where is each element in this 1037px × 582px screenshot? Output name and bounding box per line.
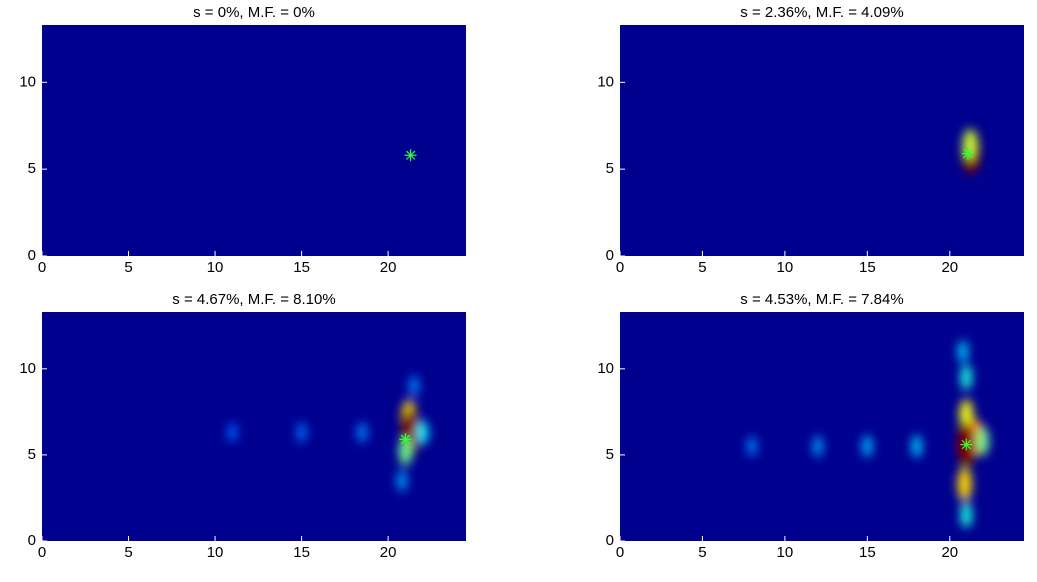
x-tick-label: 0 bbox=[616, 259, 624, 276]
hotspot bbox=[813, 435, 823, 457]
hotspot bbox=[227, 422, 238, 443]
plot-area bbox=[42, 312, 466, 541]
hotspot bbox=[911, 434, 922, 458]
hotspot bbox=[957, 340, 969, 363]
hotspot bbox=[960, 502, 972, 528]
panel: s = 2.36%, M.F. = 4.09% 0 5 10 15 20 0 5 10 bbox=[597, 4, 1024, 276]
hotspot bbox=[747, 436, 757, 457]
hotspot bbox=[357, 422, 368, 443]
y-tick-label: 0 bbox=[606, 247, 614, 264]
x-tick-label: 0 bbox=[38, 259, 46, 276]
plot-area bbox=[620, 25, 1024, 256]
hotspot bbox=[399, 437, 412, 466]
panel-title: s = 4.67%, M.F. = 8.10% bbox=[172, 291, 335, 308]
hotspot bbox=[396, 470, 408, 492]
x-tick-label: 5 bbox=[698, 544, 706, 561]
plot-area bbox=[42, 25, 466, 256]
x-tick-label: 0 bbox=[616, 544, 624, 561]
hotspot bbox=[862, 435, 873, 458]
marker bbox=[960, 438, 973, 451]
x-tick-label: 15 bbox=[293, 259, 310, 276]
x-tick-label: 10 bbox=[777, 259, 794, 276]
panel-title: s = 2.36%, M.F. = 4.09% bbox=[740, 4, 903, 21]
panel: s = 4.53%, M.F. = 7.84% 0 5 10 15 20 0 5 10 bbox=[597, 291, 1024, 561]
marker bbox=[961, 147, 974, 160]
panel-title: s = 0%, M.F. = 0% bbox=[193, 4, 315, 21]
x-tick-label: 5 bbox=[698, 259, 706, 276]
x-tick-label: 20 bbox=[941, 544, 958, 561]
hotspot bbox=[417, 420, 429, 445]
panel-title: s = 4.53%, M.F. = 7.84% bbox=[740, 291, 903, 308]
x-tick-label: 5 bbox=[124, 544, 132, 561]
marker bbox=[404, 149, 417, 162]
hotspot bbox=[409, 375, 420, 397]
x-tick-label: 20 bbox=[941, 259, 958, 276]
y-tick-label: 10 bbox=[597, 73, 614, 90]
x-tick-label: 20 bbox=[380, 544, 397, 561]
hotspot bbox=[959, 399, 974, 432]
y-tick-label: 10 bbox=[597, 360, 614, 377]
y-tick-label: 0 bbox=[28, 247, 36, 264]
hotspots bbox=[227, 375, 429, 492]
panel: s = 0%, M.F. = 0% 0 5 10 15 20 0 5 10 bbox=[19, 4, 466, 276]
x-tick-label: 15 bbox=[859, 544, 876, 561]
y-tick-label: 0 bbox=[606, 532, 614, 549]
panel: s = 4.67%, M.F. = 8.10% 0 5 10 15 20 0 5 10 bbox=[19, 291, 466, 561]
x-tick-label: 10 bbox=[777, 544, 794, 561]
x-tick-label: 20 bbox=[380, 259, 397, 276]
y-tick-label: 5 bbox=[28, 160, 36, 177]
plot-area bbox=[620, 312, 1024, 541]
y-tick-label: 5 bbox=[606, 446, 614, 463]
y-tick-label: 5 bbox=[28, 446, 36, 463]
x-tick-label: 10 bbox=[207, 544, 224, 561]
hotspot bbox=[976, 427, 989, 456]
x-tick-label: 10 bbox=[207, 259, 224, 276]
hotspot bbox=[957, 467, 972, 502]
y-tick-label: 0 bbox=[28, 532, 36, 549]
y-tick-label: 5 bbox=[606, 160, 614, 177]
x-tick-label: 0 bbox=[38, 544, 46, 561]
x-tick-label: 15 bbox=[293, 544, 310, 561]
x-tick-label: 15 bbox=[859, 259, 876, 276]
y-tick-label: 10 bbox=[19, 360, 36, 377]
hotspot bbox=[960, 364, 972, 391]
hotspots bbox=[962, 129, 981, 175]
hotspot bbox=[296, 422, 307, 443]
x-tick-label: 5 bbox=[124, 259, 132, 276]
y-tick-label: 10 bbox=[19, 73, 36, 90]
marker bbox=[399, 433, 412, 446]
